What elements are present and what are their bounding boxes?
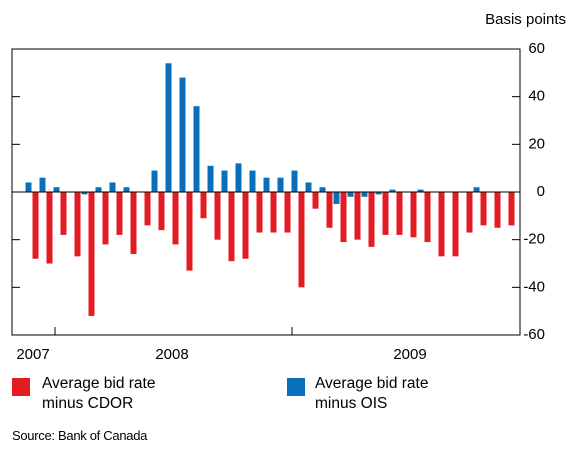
y-axis-label: Basis points [485, 11, 566, 28]
bar [285, 192, 291, 233]
x-tick-label: 2009 [393, 346, 426, 363]
bar [96, 187, 102, 192]
bar [61, 192, 67, 235]
bar [117, 192, 123, 235]
bar [362, 192, 368, 197]
bar [495, 192, 501, 228]
bar [397, 192, 403, 235]
bar [355, 192, 361, 240]
bar [383, 192, 389, 235]
bar [145, 192, 151, 225]
y-tick-label: 60 [528, 40, 545, 57]
bar [194, 106, 200, 192]
bar [89, 192, 95, 316]
bar [208, 166, 214, 192]
bar [411, 192, 417, 237]
x-tick-label: 2008 [155, 346, 188, 363]
bar [173, 192, 179, 244]
bar [474, 187, 480, 192]
bar [103, 192, 109, 244]
bar [201, 192, 207, 218]
bar [26, 182, 32, 192]
bar [243, 192, 249, 259]
bar [229, 192, 235, 261]
bar [110, 182, 116, 192]
bar [481, 192, 487, 225]
y-tick-label: -20 [523, 231, 545, 248]
bar [278, 178, 284, 192]
y-tick-label: 40 [528, 88, 545, 105]
x-tick-label: 2007 [16, 346, 49, 363]
bar [152, 171, 158, 192]
y-tick-label: 20 [528, 135, 545, 152]
bar [439, 192, 445, 256]
bar [124, 187, 130, 192]
bar [215, 192, 221, 240]
bar [159, 192, 165, 230]
bar [348, 192, 354, 197]
bar [264, 178, 270, 192]
bar [425, 192, 431, 242]
bar [341, 192, 347, 242]
bar [236, 163, 242, 192]
bar [313, 192, 319, 209]
bar [369, 192, 375, 247]
bar [33, 192, 39, 259]
bar [320, 187, 326, 192]
bar [250, 171, 256, 192]
bar [299, 192, 305, 287]
source-note: Source: Bank of Canada [12, 428, 147, 443]
bar [334, 192, 340, 204]
bar [306, 182, 312, 192]
y-tick-label: 0 [537, 183, 545, 200]
legend-swatch [12, 378, 30, 396]
legend-label: Average bid rate minus OIS [315, 374, 465, 414]
y-tick-label: -60 [523, 326, 545, 343]
bar [257, 192, 263, 233]
bar [222, 171, 228, 192]
bar [180, 78, 186, 192]
bar [166, 63, 172, 192]
y-tick-label: -40 [523, 278, 545, 295]
bar [40, 178, 46, 192]
bar [292, 171, 298, 192]
bar [131, 192, 137, 254]
bar [453, 192, 459, 256]
legend-swatch [287, 378, 305, 396]
bar [54, 187, 60, 192]
bar [187, 192, 193, 271]
bar [327, 192, 333, 228]
bar [509, 192, 515, 225]
bar [47, 192, 53, 264]
bar [467, 192, 473, 233]
bar [75, 192, 81, 256]
legend-label: Average bid rate minus CDOR [42, 374, 192, 414]
bar [271, 192, 277, 233]
